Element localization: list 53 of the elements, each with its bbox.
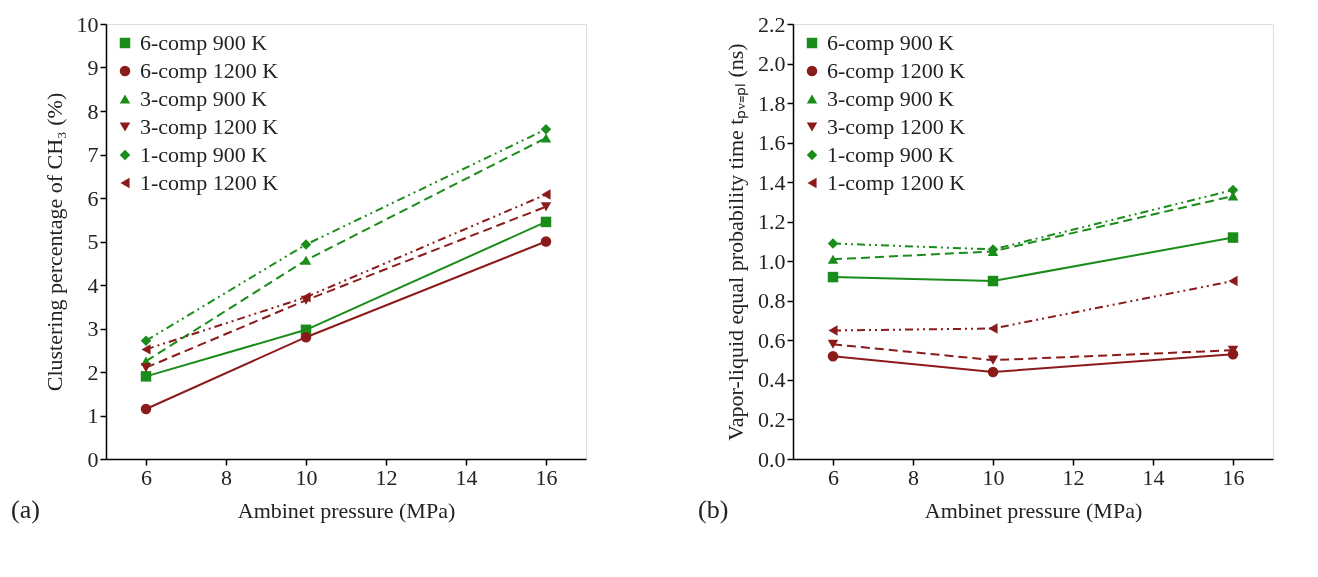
legend-label: 1-comp 900 K — [140, 142, 268, 167]
legend-label: 1-comp 900 K — [827, 142, 955, 167]
x-tick-label: 14 — [455, 464, 478, 490]
x-tick-label: 6 — [141, 464, 152, 490]
text: (a) — [11, 495, 40, 524]
legend-label: 6-comp 1200 K — [827, 58, 966, 83]
y-tick-label: 2.0 — [758, 51, 786, 77]
x-tick-label: 8 — [221, 464, 232, 490]
y-tick-label: 0.4 — [758, 367, 786, 393]
y-axis-title: Clustering percentage of CH₃ (%) — [41, 92, 67, 392]
legend-label: 6-comp 900 K — [140, 30, 268, 55]
x-tick-label: 12 — [1062, 464, 1085, 490]
y-axis-title: Vapor-liquid equal probability time tₚᵥ₌ₚₗ (ns) — [723, 43, 749, 441]
y-tick-label: 0.8 — [758, 288, 786, 314]
legend-label: 3-comp 1200 K — [827, 114, 966, 139]
y-tick-label: 7 — [87, 142, 99, 167]
y-tick-label: 2 — [87, 359, 99, 385]
x-tick-label: 6 — [828, 464, 839, 490]
legend-label: 3-comp 900 K — [140, 86, 268, 111]
legend-label: 3-comp 1200 K — [140, 114, 279, 139]
y-tick-label: 6 — [87, 185, 99, 211]
y-tick-label: 1.6 — [758, 130, 786, 156]
y-tick-label: 1.8 — [758, 90, 786, 116]
x-tick-label: 10 — [982, 464, 1005, 490]
x-tick-label: 14 — [1142, 464, 1165, 490]
y-tick-label: 2.2 — [758, 11, 786, 37]
y-tick-label: 8 — [87, 98, 99, 124]
x-tick-label: 10 — [295, 464, 318, 490]
legend-label: 3-comp 900 K — [827, 86, 955, 111]
x-tick-label: 12 — [375, 464, 398, 490]
y-tick-label: 1.2 — [758, 209, 786, 235]
y-tick-label: 4 — [87, 272, 99, 298]
y-tick-label: 0 — [87, 446, 99, 472]
x-axis-title: Ambinet pressure (MPa) — [924, 497, 1143, 523]
y-tick-label: 9 — [87, 55, 99, 80]
legend-label: 1-comp 1200 K — [140, 170, 279, 195]
legend-label: 6-comp 900 K — [827, 30, 955, 55]
y-tick-label: 10 — [76, 11, 99, 37]
x-tick-label: 16 — [1222, 464, 1245, 490]
x-tick-label: 16 — [535, 464, 558, 490]
y-tick-label: 0.0 — [758, 446, 786, 472]
y-tick-label: 3 — [87, 316, 99, 341]
y-tick-label: 1.0 — [758, 248, 786, 274]
legend-label: 6-comp 1200 K — [140, 58, 279, 83]
x-axis-title: Ambinet pressure (MPa) — [237, 497, 456, 523]
y-tick-label: 0.2 — [758, 406, 786, 432]
x-tick-label: 8 — [908, 464, 919, 490]
y-tick-label: 1 — [87, 403, 99, 428]
y-tick-label: 0.6 — [758, 327, 786, 353]
y-tick-label: 1.4 — [758, 169, 786, 195]
text: (b) — [698, 495, 729, 524]
legend-label: 1-comp 1200 K — [827, 170, 966, 195]
y-tick-label: 5 — [87, 229, 99, 254]
